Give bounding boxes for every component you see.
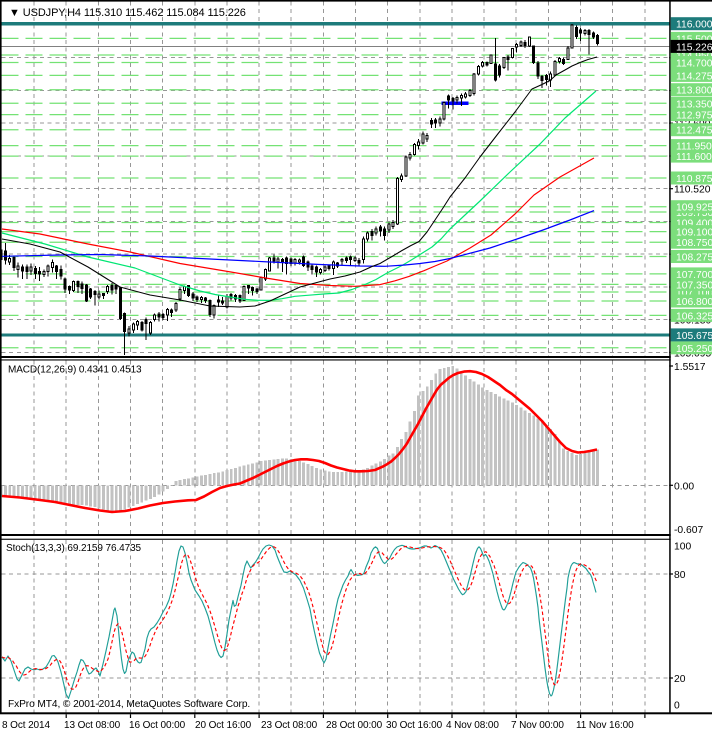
svg-text:109.925: 109.925 [676,203,712,214]
svg-text:16 Oct 00:00: 16 Oct 00:00 [129,720,186,731]
svg-text:110.875: 110.875 [676,174,712,185]
svg-text:1.5517: 1.5517 [674,362,706,373]
svg-text:107.700: 107.700 [676,270,712,281]
svg-text:20: 20 [674,674,686,685]
svg-text:111.600: 111.600 [676,152,712,163]
svg-text:112.975: 112.975 [676,111,712,122]
svg-text:110.520: 110.520 [674,185,711,196]
svg-text:107.100: 107.100 [676,288,712,299]
svg-text:8 Oct 2014: 8 Oct 2014 [2,720,50,731]
svg-text:109.400: 109.400 [676,219,712,230]
svg-text:28 Oct 00:00: 28 Oct 00:00 [326,720,383,731]
svg-text:4 Nov 08:00: 4 Nov 08:00 [446,720,499,731]
svg-text:105.675: 105.675 [676,331,712,342]
svg-text:108.750: 108.750 [676,238,712,249]
svg-text:115.226: 115.226 [676,42,712,53]
svg-text:MACD(12,26,9) 0.4341 0.4513: MACD(12,26,9) 0.4341 0.4513 [8,365,142,376]
svg-text:23 Oct 08:00: 23 Oct 08:00 [261,720,318,731]
svg-text:▼ USDJPY,H4 115.310 115.462 1: ▼ USDJPY,H4 115.310 115.462 115.084 115.… [9,7,246,19]
svg-text:105.250: 105.250 [676,344,712,355]
svg-text:109.100: 109.100 [676,228,712,239]
svg-text:116.000: 116.000 [676,20,712,31]
svg-text:114.700: 114.700 [676,59,712,70]
svg-text:108.275: 108.275 [676,253,712,264]
svg-text:0: 0 [674,701,680,712]
svg-text:20 Oct 16:00: 20 Oct 16:00 [195,720,252,731]
svg-text:Stoch(13,3,3) 69.2159 76.4735: Stoch(13,3,3) 69.2159 76.4735 [6,543,142,554]
svg-text:106.800: 106.800 [676,297,712,308]
svg-text:0.00: 0.00 [674,481,694,492]
svg-text:-0.607: -0.607 [674,525,703,536]
svg-text:80: 80 [674,570,686,581]
svg-text:7 Nov 00:00: 7 Nov 00:00 [511,720,564,731]
svg-text:114.275: 114.275 [676,71,712,82]
svg-text:11 Nov 16:00: 11 Nov 16:00 [576,720,634,731]
svg-text:107.350: 107.350 [676,280,712,291]
svg-text:113.800: 113.800 [676,86,712,97]
svg-text:FxPro MT4, © 2001-2014, MetaQu: FxPro MT4, © 2001-2014, MetaQuotes Softw… [8,699,250,710]
svg-text:13 Oct 08:00: 13 Oct 08:00 [64,720,121,731]
svg-text:30 Oct 16:00: 30 Oct 16:00 [386,720,443,731]
svg-text:111.950: 111.950 [676,142,712,153]
svg-text:100: 100 [674,542,691,553]
svg-text:106.325: 106.325 [676,311,712,322]
svg-text:112.475: 112.475 [676,126,712,137]
svg-text:113.350: 113.350 [676,99,712,110]
svg-text:109.750: 109.750 [676,208,712,219]
